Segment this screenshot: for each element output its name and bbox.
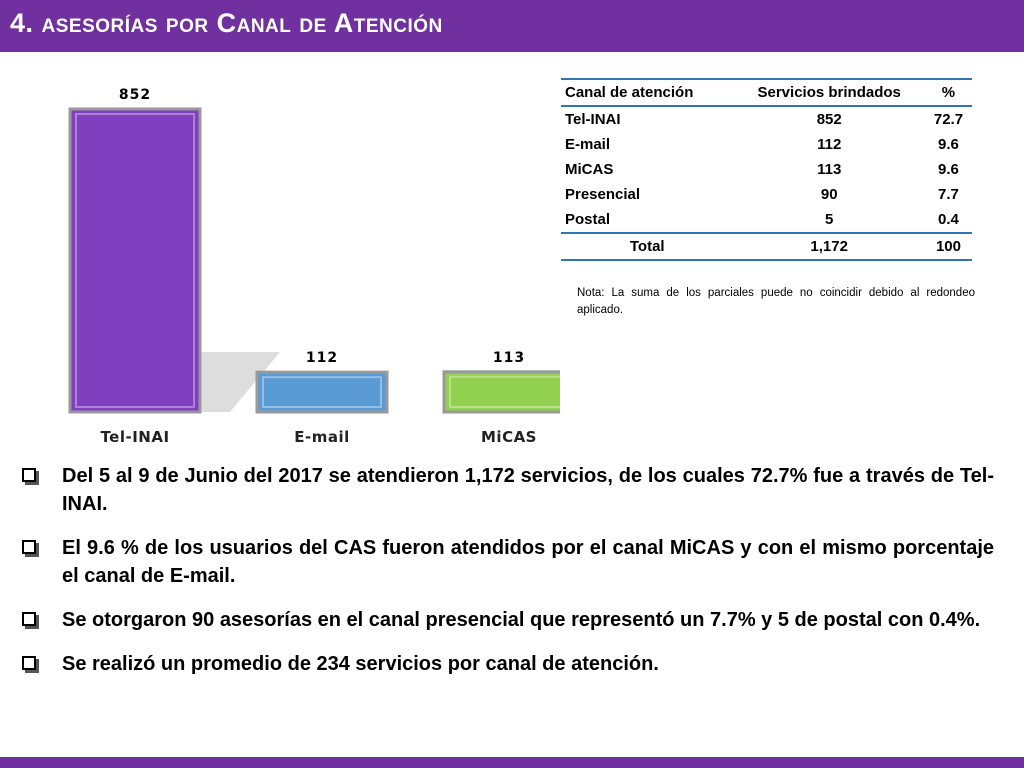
category-label: Tel-INAI (100, 428, 169, 446)
bullet-list: Del 5 al 9 de Junio del 2017 se atendier… (22, 462, 994, 694)
table-row: MiCAS 113 9.6 (561, 157, 972, 182)
data-label: 112 (306, 350, 338, 366)
table-cell: 100 (935, 238, 961, 255)
table-header: Canal de atención (565, 84, 694, 101)
table-header: Servicios brindados (757, 84, 901, 101)
table-cell: 7.7 (938, 186, 959, 203)
table-cell: MiCAS (565, 161, 614, 178)
bar-bevel (75, 113, 195, 408)
bar-chart: 852Tel-INAI112E-mail113MiCAS90Presencial… (68, 87, 560, 446)
bullet-item: El 9.6 % de los usuarios del CAS fueron … (22, 534, 994, 590)
table-total-row: Total 1,172 100 (561, 233, 972, 260)
table-row: Postal 5 0.4 (561, 207, 972, 233)
bar-e-mail (255, 370, 389, 414)
bar-tel-inai (68, 107, 202, 414)
table-cell: Postal (565, 211, 611, 228)
table-cell: 9.6 (938, 161, 959, 178)
bullet-item: Del 5 al 9 de Junio del 2017 se atendier… (22, 462, 994, 518)
table-cell: 72.7 (933, 111, 964, 128)
data-label: 113 (493, 350, 525, 366)
table-row: Tel-INAI 852 72.7 (561, 106, 972, 132)
table-cell: 113 (817, 161, 842, 178)
table-cell: Total (629, 238, 665, 255)
table-cell: 90 (820, 186, 838, 203)
table-row: E-mail 112 9.6 (561, 132, 972, 157)
table-cell: 112 (817, 136, 842, 153)
checkbox-bullet-icon (22, 656, 36, 670)
table-cell: 5 (825, 211, 834, 228)
bar-bevel (262, 376, 382, 408)
table-row: Presencial 90 7.7 (561, 182, 972, 207)
bottom-bar (0, 757, 1024, 768)
bar-bevel (449, 375, 560, 409)
checkbox-bullet-icon (22, 612, 36, 626)
bullet-text: Del 5 al 9 de Junio del 2017 se atendier… (62, 465, 994, 515)
table-cell: 852 (816, 111, 842, 128)
data-label: 852 (119, 87, 151, 103)
checkbox-bullet-icon (22, 468, 36, 482)
table-header-row: Canal de atención Servicios brindados % (561, 79, 972, 106)
category-label: MiCAS (481, 428, 537, 446)
checkbox-bullet-icon (22, 540, 36, 554)
table-cell: 0.4 (938, 211, 959, 228)
category-label: E-mail (294, 428, 350, 446)
bullet-text: Se realizó un promedio de 234 servicios … (62, 653, 659, 675)
table-note: Nota: La suma de los parciales puede no … (577, 287, 975, 316)
table-cell: 1,172 (810, 238, 848, 255)
bullet-item: Se otorgaron 90 asesorías en el canal pr… (22, 606, 994, 634)
bullet-item: Se realizó un promedio de 234 servicios … (22, 650, 994, 678)
table-cell: E-mail (565, 136, 611, 153)
channel-table: Canal de atención Servicios brindados % … (561, 78, 972, 261)
table-cell: Tel-INAI (565, 111, 621, 128)
bullet-text: Se otorgaron 90 asesorías en el canal pr… (62, 609, 981, 631)
title-bar: 4. asesorías por Canal de Atención (0, 0, 1024, 52)
table-header: % (941, 84, 956, 101)
table-cell: 9.6 (938, 136, 959, 153)
bar-micas (442, 370, 560, 414)
bar-shadow (200, 352, 280, 412)
table-cell: Presencial (565, 186, 641, 203)
slide-title: 4. asesorías por Canal de Atención (10, 8, 443, 38)
bullet-text: El 9.6 % de los usuarios del CAS fueron … (62, 537, 994, 587)
